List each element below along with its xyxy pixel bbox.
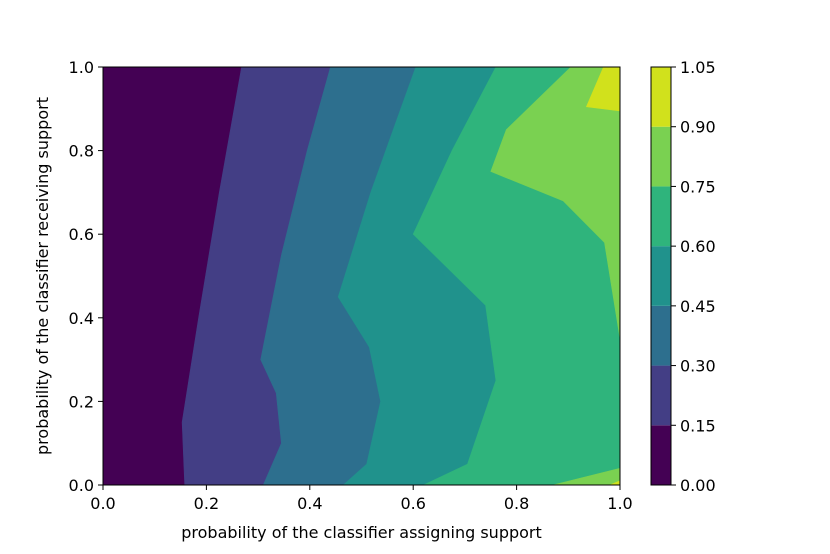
y-tick-label: 0.4	[69, 309, 94, 328]
x-tick-label: 0.8	[504, 494, 529, 513]
colorbar-tick-label: 0.15	[680, 416, 716, 435]
contour-band-5	[490, 67, 620, 485]
x-axis: 0.0 0.2 0.4 0.6 0.8 1.0	[90, 485, 633, 513]
colorbar-tick-label: 0.75	[680, 177, 716, 196]
colorbar-tick-label: 0.45	[680, 297, 716, 316]
plot-frame	[102, 66, 621, 486]
colorbar-segment	[651, 365, 671, 426]
y-axis: 0.0 0.2 0.4 0.6 0.8 1.0	[69, 58, 103, 495]
y-tick-label: 0.8	[69, 142, 94, 161]
colorbar-tick-label: 1.05	[680, 58, 716, 77]
colorbar-tick-label: 0.60	[680, 237, 716, 256]
colorbar: 0.00 0.15 0.30 0.45 0.60 0.75 0.90 1.05	[650, 58, 716, 495]
colorbar-tick-label: 0.00	[680, 476, 716, 495]
colorbar-segment	[651, 186, 671, 247]
colorbar-frame	[650, 66, 672, 486]
colorbar-tick-label: 0.30	[680, 357, 716, 376]
colorbar-segment	[651, 425, 671, 485]
colorbar-segment	[651, 126, 671, 187]
colorbar-segment	[651, 246, 671, 306]
colorbar-segment	[651, 67, 671, 127]
x-tick-label: 0.0	[90, 494, 115, 513]
x-tick-label: 0.2	[194, 494, 219, 513]
x-tick-label: 0.4	[297, 494, 322, 513]
x-tick-label: 1.0	[607, 494, 632, 513]
y-tick-label: 0.2	[69, 392, 94, 411]
y-tick-label: 1.0	[69, 58, 94, 77]
y-tick-label: 0.0	[69, 476, 94, 495]
plot-area	[103, 67, 620, 485]
y-axis-title: probability of the classifier receiving …	[33, 97, 52, 455]
colorbar-segment	[651, 305, 671, 366]
y-tick-label: 0.6	[69, 225, 94, 244]
colorbar-tick-label: 0.90	[680, 118, 716, 137]
x-axis-title: probability of the classifier assigning …	[181, 523, 542, 542]
contour-band-6	[585, 67, 620, 485]
x-tick-label: 0.6	[400, 494, 425, 513]
